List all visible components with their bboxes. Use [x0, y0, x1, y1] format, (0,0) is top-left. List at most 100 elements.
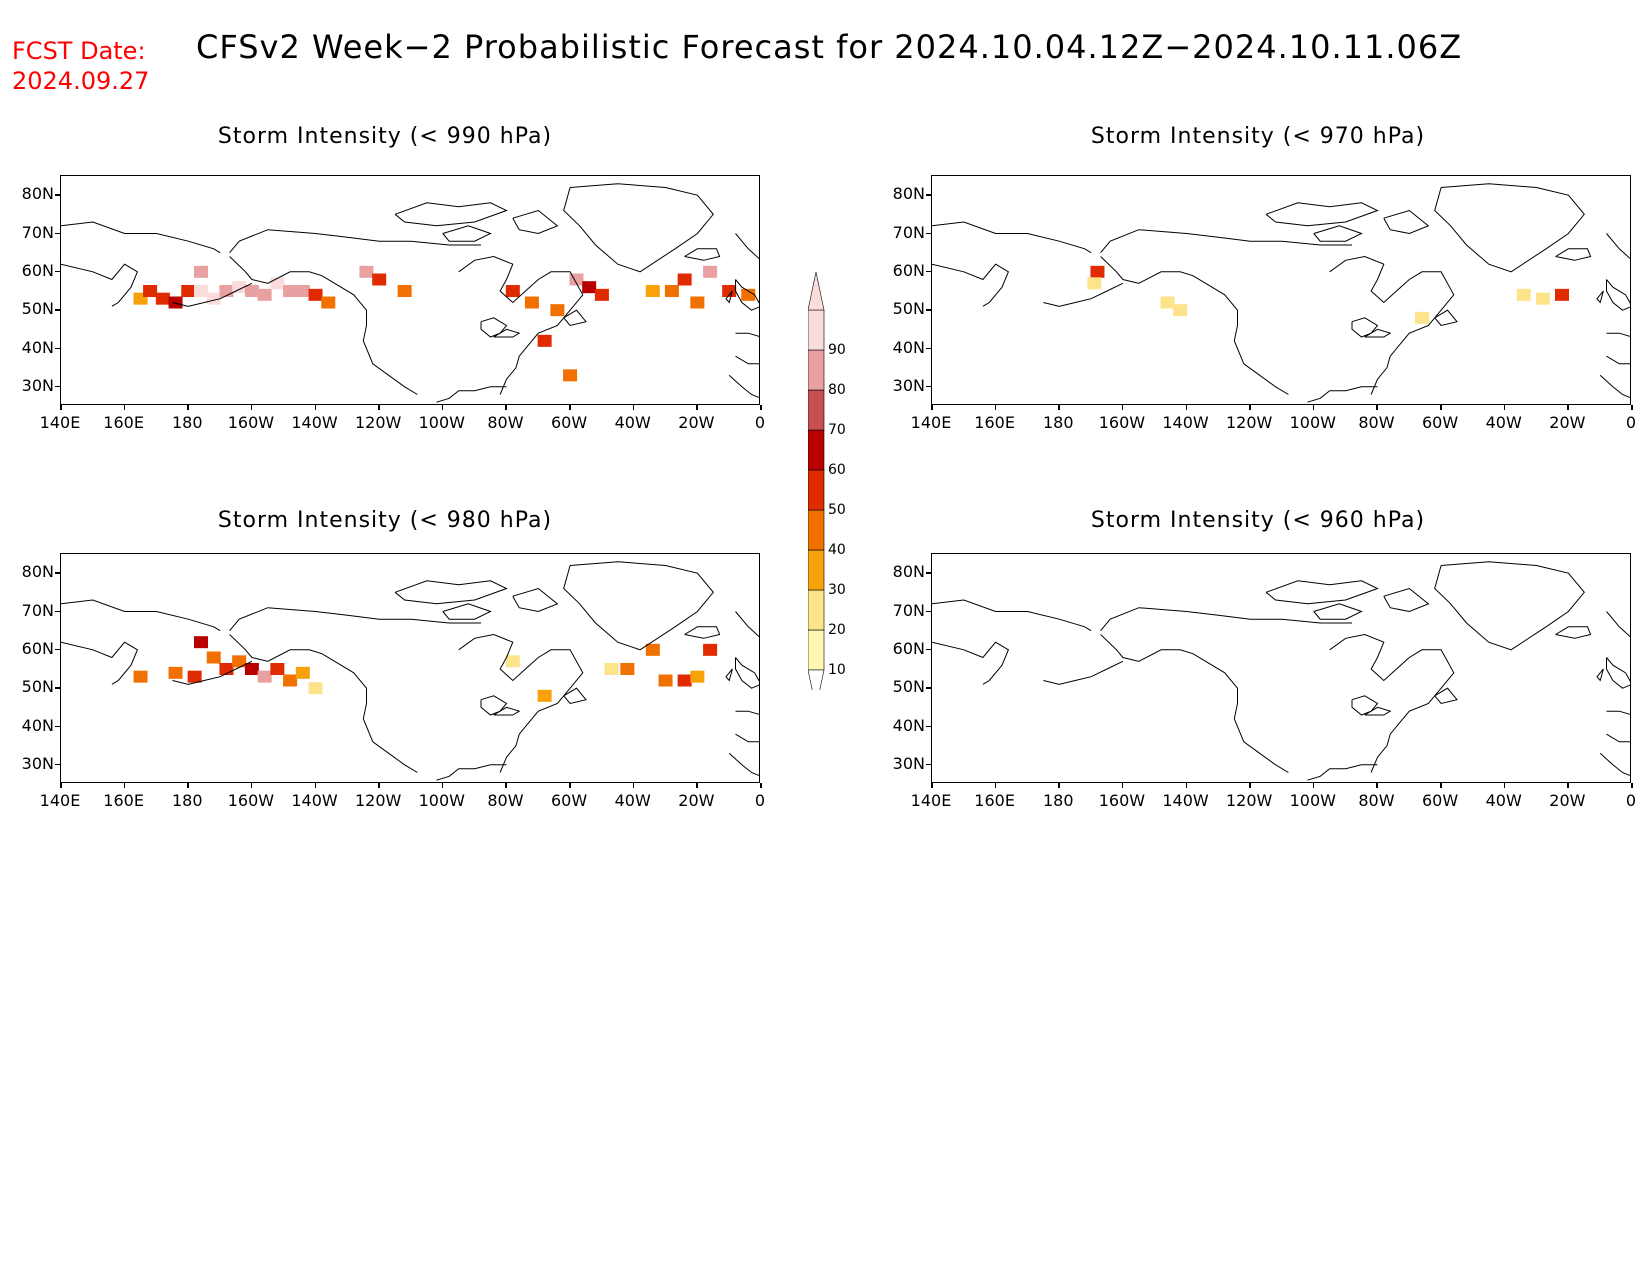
- lat-tick: [926, 725, 931, 727]
- lat-tick: [926, 232, 931, 234]
- colorbar-graphic: 10 20 30 40 50 60 70 80 90: [807, 271, 846, 709]
- lon-tick-label: 180: [171, 413, 203, 432]
- lon-tick: [505, 783, 507, 788]
- lat-tick-label: 40N: [21, 715, 54, 735]
- lon-tick-label: 80W: [1358, 413, 1395, 432]
- lat-tick-label: 50N: [21, 677, 54, 697]
- lat-tick: [55, 270, 60, 273]
- lon-tick: [632, 783, 635, 788]
- colorbar-segment: [807, 389, 825, 431]
- coastline: [493, 328, 521, 338]
- probability-cell: [187, 670, 202, 683]
- lat-tick: [55, 572, 60, 574]
- lon-tick: [1440, 405, 1442, 410]
- probability-cell: [741, 288, 756, 301]
- probability-cell: [283, 285, 298, 297]
- lat-tick-label: 30N: [21, 375, 54, 395]
- coastline: [1313, 603, 1363, 620]
- lat-tick-label: 70N: [892, 222, 925, 242]
- lon-tick-label: 60W: [550, 413, 588, 432]
- probability-cell: [594, 288, 609, 301]
- map-canvas: [932, 561, 1630, 781]
- lon-tick-label: 100W: [1289, 791, 1336, 810]
- probability-cell: [244, 663, 259, 675]
- lon-tick: [931, 405, 933, 410]
- panel-title-980: Storm Intensity (< 980 hPa): [217, 508, 553, 533]
- coastline: [61, 263, 139, 307]
- lon-tick: [1121, 405, 1124, 410]
- lon-tick: [314, 405, 317, 410]
- lon-tick-label: 140E: [910, 413, 952, 432]
- probability-cell: [206, 292, 221, 305]
- coastline: [735, 279, 759, 311]
- colorbar-level-label: 50: [828, 502, 846, 518]
- lon-tick: [696, 783, 698, 788]
- lat-tick-label: 70N: [21, 600, 54, 620]
- lon-tick: [1249, 405, 1251, 410]
- probability-cell: [308, 682, 323, 695]
- coastline: [172, 282, 253, 307]
- probability-cell: [194, 265, 208, 278]
- colorbar-segment: [807, 629, 825, 671]
- coastline: [1100, 607, 1352, 632]
- probability-cell: [133, 670, 148, 683]
- coastline: [932, 599, 1092, 632]
- lon-tick-label: 100W: [1289, 413, 1336, 432]
- coastline: [1265, 580, 1379, 605]
- probability-cell: [690, 296, 705, 309]
- probability-cell: [168, 666, 183, 679]
- coastline: [735, 611, 759, 638]
- coastline: [563, 183, 714, 273]
- lon-tick-label: 20W: [678, 791, 715, 810]
- probability-cell: [677, 674, 692, 687]
- coastline: [61, 221, 221, 254]
- coastline: [493, 706, 521, 716]
- coastline: [229, 607, 481, 632]
- colorbar-segment: [807, 469, 825, 511]
- probability-cell: [550, 304, 565, 317]
- coastline: [1434, 561, 1585, 651]
- lat-tick: [55, 648, 60, 651]
- coastline: [563, 687, 587, 705]
- coastline: [394, 580, 508, 605]
- lon-tick: [250, 783, 253, 788]
- coastline: [442, 225, 492, 242]
- colorbar-level-label: 70: [828, 422, 846, 438]
- lat-tick-label: 50N: [892, 677, 925, 697]
- probability-cell: [1535, 292, 1550, 305]
- lat-tick: [926, 763, 931, 766]
- coastline: [684, 248, 721, 261]
- coastline: [1100, 229, 1352, 254]
- coastline: [932, 641, 1010, 685]
- probability-cell: [244, 285, 259, 297]
- lon-tick-label: 180: [1042, 413, 1074, 432]
- lon-tick: [123, 783, 126, 788]
- probability-cell: [283, 674, 298, 687]
- probability-cell: [372, 273, 387, 286]
- lat-tick: [55, 385, 60, 388]
- colorbar-level-label: 20: [828, 622, 846, 638]
- map-panel-970: [931, 175, 1631, 405]
- fcst-date-value: 2024.09.27: [12, 67, 150, 95]
- coastline: [728, 752, 759, 777]
- lon-tick-label: 40W: [614, 413, 651, 432]
- lon-tick-label: 140W: [1162, 413, 1209, 432]
- lon-tick: [123, 405, 126, 410]
- lon-tick: [1312, 405, 1315, 410]
- lon-tick-label: 80W: [487, 791, 524, 810]
- probability-cell: [703, 643, 718, 656]
- lat-tick: [55, 687, 60, 689]
- coastline: [1434, 309, 1458, 327]
- map-panel-960: [931, 553, 1631, 783]
- coastline: [1555, 626, 1592, 639]
- lat-tick: [55, 309, 60, 311]
- lon-tick: [1058, 405, 1060, 410]
- lat-tick-label: 30N: [892, 375, 925, 395]
- coastline: [229, 256, 418, 395]
- lon-tick-label: 180: [171, 791, 203, 810]
- lat-tick-label: 30N: [21, 753, 54, 773]
- lat-tick-label: 30N: [892, 753, 925, 773]
- lat-tick: [926, 572, 931, 574]
- probability-cell: [143, 285, 158, 297]
- probability-cell: [1516, 288, 1531, 301]
